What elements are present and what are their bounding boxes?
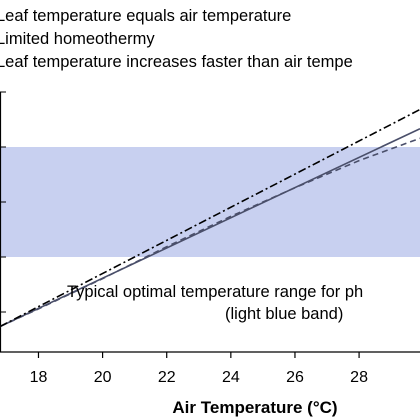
x-ticks: 18 20 22 24 26 28 <box>30 352 368 386</box>
x-axis-label: Air Temperature (°C) <box>172 398 337 417</box>
band-annotation-line-2: (light blue band) <box>225 305 343 323</box>
series-limited-homeothermy <box>0 127 420 328</box>
band-annotation-line-1: Typical optimal temperature range for ph <box>67 283 363 301</box>
legend-entry-3: Leaf temperature increases faster than a… <box>0 53 353 71</box>
optimal-temperature-band <box>0 147 420 257</box>
x-tick-label: 18 <box>30 369 48 386</box>
x-tick-label: 26 <box>286 369 304 386</box>
series-leaf-faster <box>0 108 420 328</box>
series-dashed <box>0 137 420 328</box>
legend-entry-1: Leaf temperature equals air temperature <box>0 7 291 25</box>
series-layer <box>0 108 420 328</box>
x-tick-label: 20 <box>94 369 112 386</box>
x-tick-label: 24 <box>222 369 240 386</box>
x-tick-label: 28 <box>350 369 368 386</box>
legend-entry-2: Limited homeothermy <box>0 30 155 48</box>
x-tick-label: 22 <box>158 369 176 386</box>
